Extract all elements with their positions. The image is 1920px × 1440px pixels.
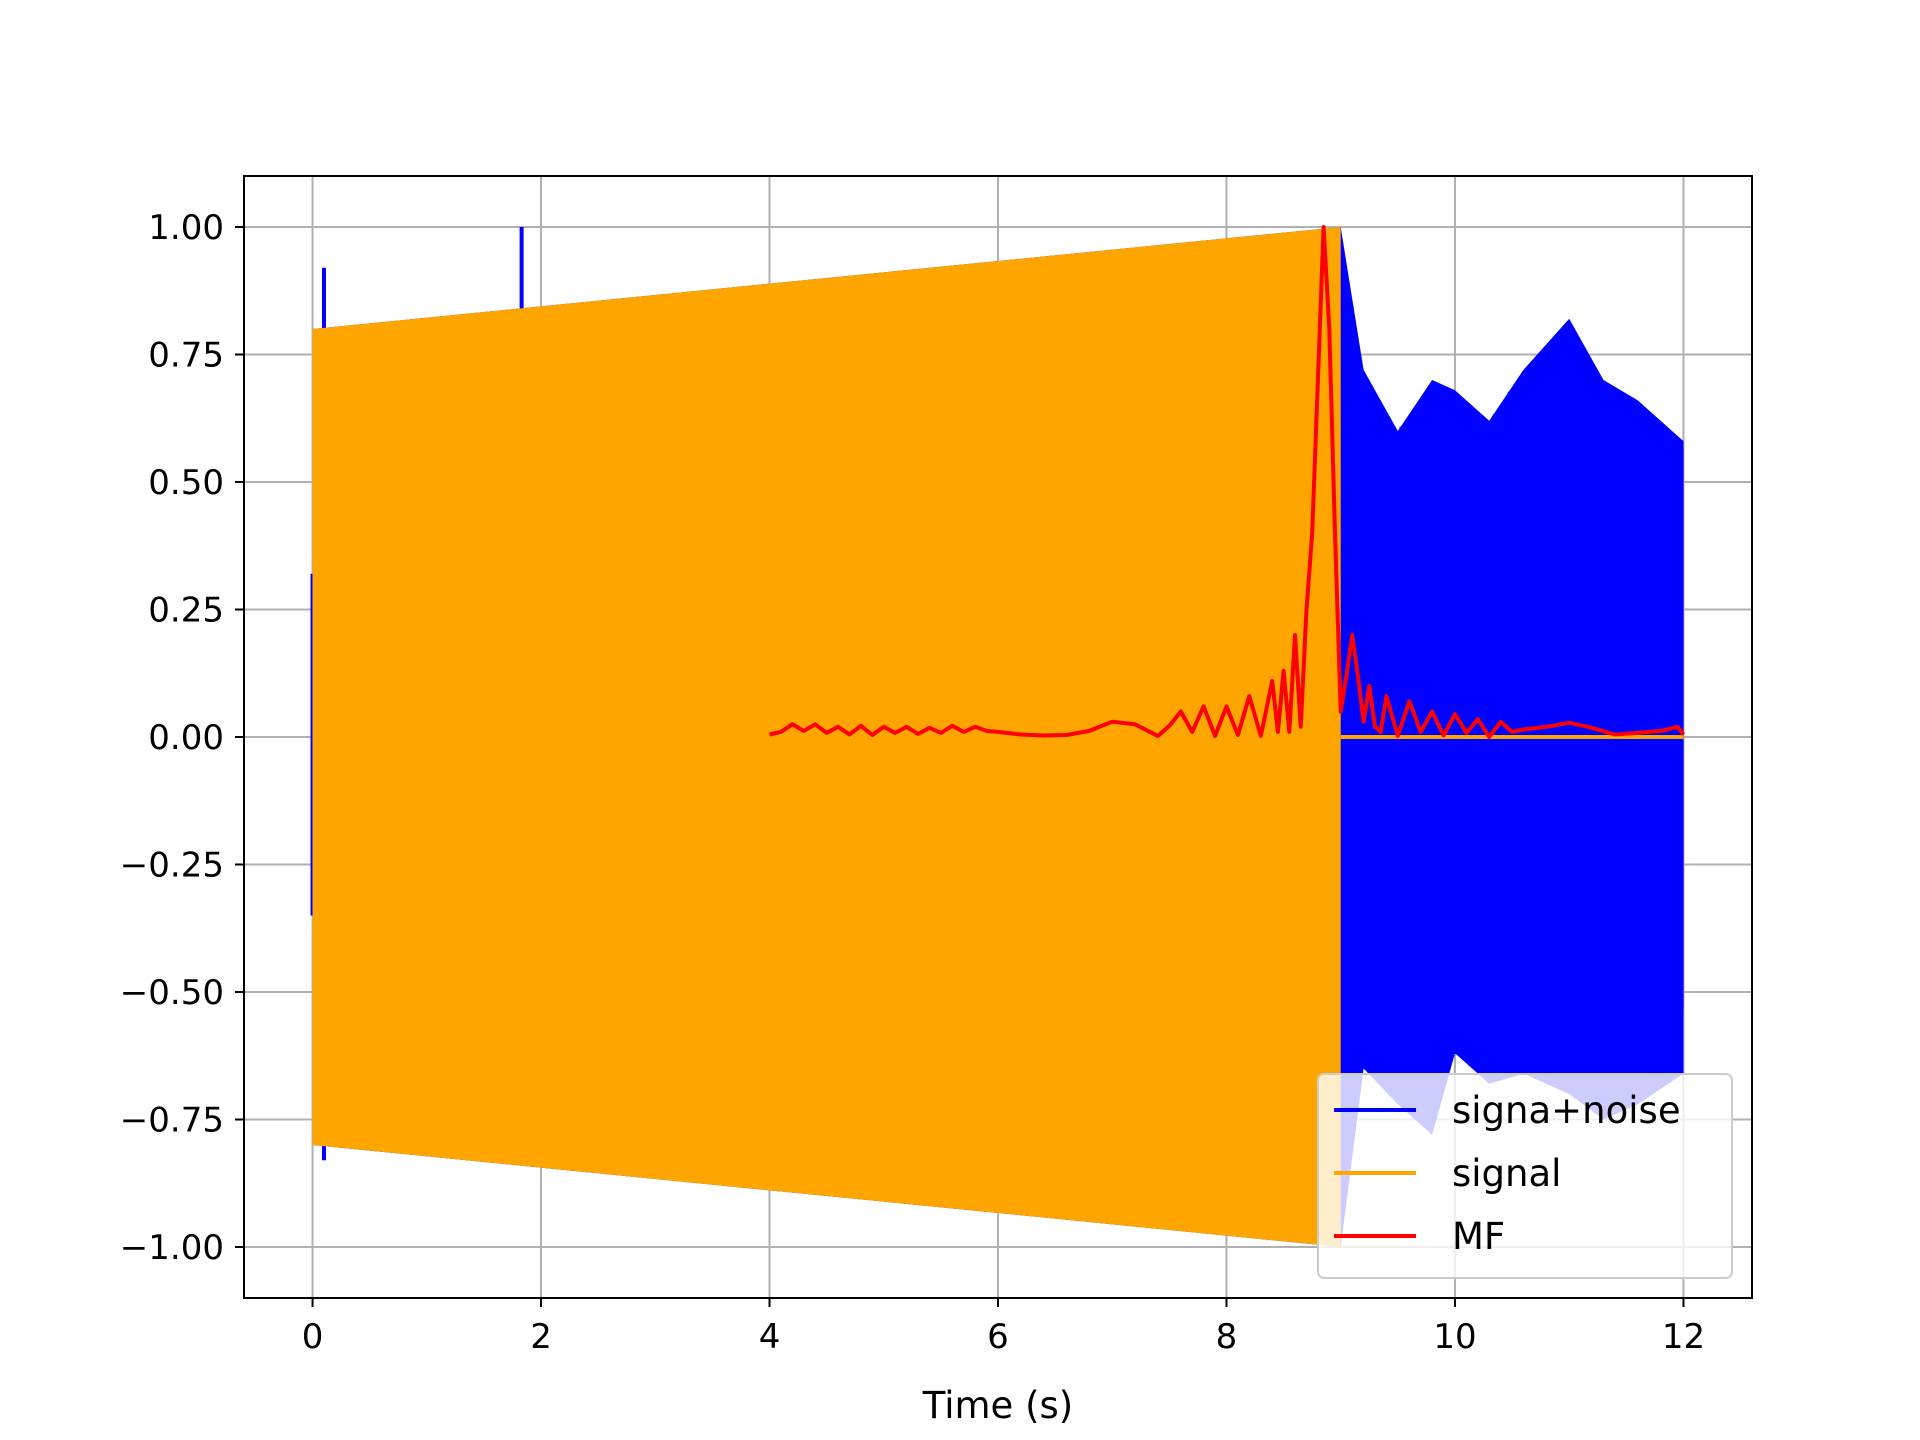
y-tick-label: −0.25 <box>120 846 224 886</box>
y-tick-label: 0.75 <box>148 336 224 376</box>
x-tick-label: 2 <box>530 1317 552 1357</box>
data-layer <box>310 225 1686 1247</box>
x-tick-label: 4 <box>759 1317 781 1357</box>
x-tick-label: 8 <box>1216 1317 1238 1357</box>
x-tick-label: 10 <box>1433 1317 1476 1357</box>
y-tick-label: 0.25 <box>148 591 224 631</box>
legend-box <box>1317 1073 1733 1279</box>
y-tick-label: 1.00 <box>148 208 224 248</box>
legend: signa+noise signal MF <box>1317 1073 1733 1279</box>
y-tick-label: −0.50 <box>120 973 224 1013</box>
legend-label: MF <box>1452 1215 1505 1258</box>
y-tick-label: 0.00 <box>148 718 224 758</box>
x-axis-label: Time (s) <box>922 1384 1073 1427</box>
legend-label: signa+noise <box>1452 1089 1681 1132</box>
y-tick-label: 0.50 <box>148 463 224 503</box>
series-mf-line <box>769 225 1686 739</box>
x-tick-label: 12 <box>1662 1317 1705 1357</box>
y-tick-label: −0.75 <box>120 1101 224 1141</box>
legend-label: signal <box>1452 1152 1561 1195</box>
x-tick-label: 6 <box>987 1317 1009 1357</box>
series-signal-band <box>312 227 1341 1247</box>
ticks: 0 2 4 6 8 10 12 1.00 0.75 0.50 0.25 0.00 −0.25 −0.50 −… <box>120 208 1705 1357</box>
x-tick-label: 0 <box>302 1317 324 1357</box>
y-tick-label: −1.00 <box>120 1228 224 1268</box>
